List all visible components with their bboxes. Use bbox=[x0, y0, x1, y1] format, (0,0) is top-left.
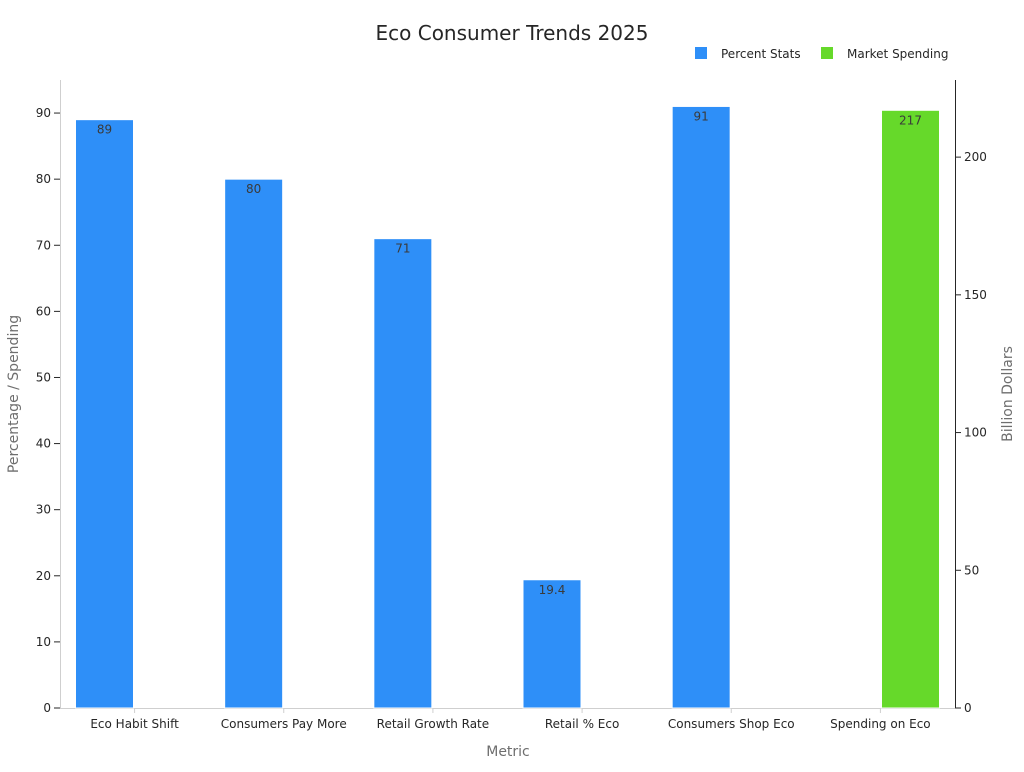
bar-percent-stats bbox=[75, 119, 134, 709]
x-tick-label: Consumers Shop Eco bbox=[668, 717, 795, 731]
bar-percent-stats bbox=[522, 579, 582, 709]
bar-data-label: 19.4 bbox=[539, 583, 566, 597]
x-tick-label: Consumers Pay More bbox=[221, 717, 347, 731]
bar-percent-stats bbox=[224, 178, 284, 709]
bar-data-label: 80 bbox=[246, 182, 261, 196]
right-tick-label: 50 bbox=[964, 563, 979, 577]
bar-percent-stats bbox=[373, 238, 433, 709]
left-tick-label: 90 bbox=[36, 106, 51, 120]
bars: 89 80 71 19.4 91 217 bbox=[75, 105, 940, 709]
legend-label-percent-stats: Percent Stats bbox=[721, 47, 801, 61]
left-tick-label: 40 bbox=[36, 437, 51, 451]
bar-data-label: 89 bbox=[97, 123, 112, 137]
x-axis-ticks: Eco Habit Shift Consumers Pay More Retail … bbox=[90, 708, 931, 731]
left-axis-ticks: 0 10 20 30 40 50 60 70 80 90 bbox=[36, 106, 60, 715]
legend-swatch-market-spending bbox=[821, 47, 833, 59]
bar-percent-stats bbox=[671, 105, 731, 709]
chart-title: Eco Consumer Trends 2025 bbox=[376, 21, 649, 45]
x-tick-label: Eco Habit Shift bbox=[90, 717, 179, 731]
bar-data-label: 91 bbox=[694, 109, 709, 123]
y2-axis-label: Billion Dollars bbox=[1000, 346, 1016, 442]
left-tick-label: 50 bbox=[36, 370, 51, 384]
left-tick-label: 20 bbox=[36, 569, 51, 583]
bar-data-label: 71 bbox=[395, 242, 410, 256]
right-tick-label: 0 bbox=[964, 701, 972, 715]
left-tick-label: 80 bbox=[36, 172, 51, 186]
left-tick-label: 70 bbox=[36, 238, 51, 252]
left-tick-label: 10 bbox=[36, 635, 51, 649]
bar-market-spending bbox=[881, 109, 940, 709]
left-tick-label: 60 bbox=[36, 304, 51, 318]
x-tick-label: Spending on Eco bbox=[830, 717, 931, 731]
bar-data-label: 217 bbox=[899, 113, 922, 127]
x-tick-label: Retail Growth Rate bbox=[377, 717, 490, 731]
legend-label-market-spending: Market Spending bbox=[847, 47, 948, 61]
y-axis-label: Percentage / Spending bbox=[6, 315, 22, 473]
left-tick-label: 30 bbox=[36, 503, 51, 517]
legend-swatch-percent-stats bbox=[695, 47, 707, 59]
x-axis-label: Metric bbox=[486, 744, 530, 760]
left-tick-label: 0 bbox=[43, 701, 51, 715]
right-tick-label: 200 bbox=[964, 150, 987, 164]
legend: Percent Stats Market Spending bbox=[695, 47, 948, 61]
right-axis-ticks: 0 50 100 150 200 bbox=[955, 150, 987, 715]
right-tick-label: 100 bbox=[964, 426, 987, 440]
right-tick-label: 150 bbox=[964, 288, 987, 302]
x-tick-label: Retail % Eco bbox=[545, 717, 619, 731]
